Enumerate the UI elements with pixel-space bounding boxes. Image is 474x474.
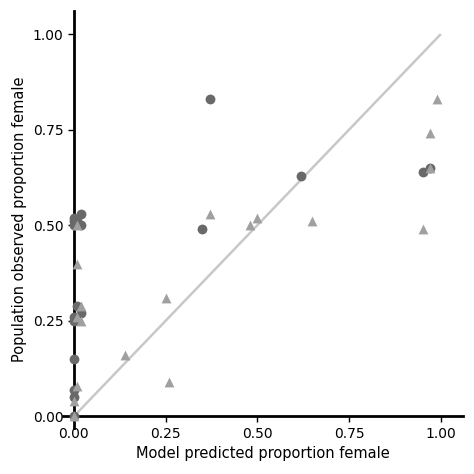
Point xyxy=(165,378,173,386)
Point xyxy=(70,317,78,325)
Point xyxy=(70,221,78,229)
Point xyxy=(206,95,213,103)
Point xyxy=(70,313,78,321)
Point xyxy=(426,130,434,137)
Point xyxy=(73,382,81,390)
Point xyxy=(199,225,206,233)
Point xyxy=(73,260,81,267)
Point xyxy=(70,218,78,225)
Point xyxy=(121,352,129,359)
Point xyxy=(77,210,85,218)
Point xyxy=(70,214,78,221)
Point xyxy=(77,221,85,229)
Point xyxy=(206,210,213,218)
Point xyxy=(73,218,81,225)
Point xyxy=(77,302,85,310)
Y-axis label: Population observed proportion female: Population observed proportion female xyxy=(12,77,27,362)
Point xyxy=(70,386,78,393)
Point xyxy=(70,413,78,420)
Point xyxy=(246,221,254,229)
Point xyxy=(254,214,261,221)
Point xyxy=(70,356,78,363)
Point xyxy=(70,413,78,420)
Point xyxy=(73,221,81,229)
Point xyxy=(77,310,85,317)
Point xyxy=(309,218,316,225)
X-axis label: Model predicted proportion female: Model predicted proportion female xyxy=(136,447,390,462)
Point xyxy=(162,294,169,302)
Point xyxy=(419,168,426,175)
Point xyxy=(426,164,434,172)
Point xyxy=(426,164,434,172)
Point xyxy=(70,397,78,405)
Point xyxy=(298,172,305,179)
Point xyxy=(419,225,426,233)
Point xyxy=(433,95,441,103)
Point xyxy=(77,317,85,325)
Point xyxy=(73,313,81,321)
Point xyxy=(73,302,81,310)
Point xyxy=(70,393,78,401)
